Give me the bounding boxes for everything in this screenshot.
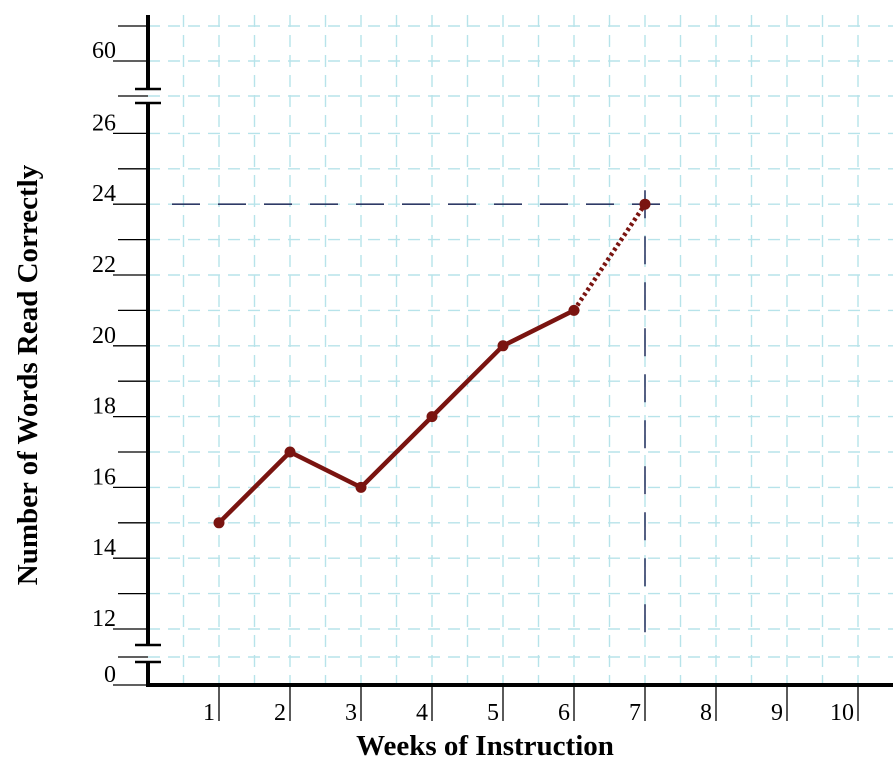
x-tick-label: 2 bbox=[274, 700, 286, 726]
data-point bbox=[427, 411, 438, 422]
x-tick-label: 3 bbox=[345, 700, 357, 726]
x-tick-label: 6 bbox=[558, 700, 570, 726]
x-tick-label: 1 bbox=[203, 700, 215, 726]
data-point bbox=[214, 517, 225, 528]
data-point bbox=[569, 305, 580, 316]
x-axis-title: Weeks of Instruction bbox=[356, 730, 614, 761]
y-tick-label: 16 bbox=[92, 464, 116, 490]
x-tick-label: 5 bbox=[487, 700, 499, 726]
x-tick-label: 10 bbox=[830, 700, 854, 726]
y-tick-label: 60 bbox=[92, 38, 116, 64]
data-point bbox=[640, 199, 651, 210]
data-point bbox=[285, 447, 296, 458]
x-tick-label: 7 bbox=[629, 700, 641, 726]
y-tick-label: 14 bbox=[92, 535, 116, 561]
y-tick-label: 22 bbox=[92, 252, 116, 278]
y-tick-label: 24 bbox=[92, 181, 116, 207]
y-axis-title: Number of Words Read Correctly bbox=[12, 164, 44, 585]
reference-lines bbox=[172, 190, 663, 645]
y-tick-label: 26 bbox=[92, 110, 116, 136]
grid bbox=[148, 15, 893, 685]
y-tick-label: 18 bbox=[92, 394, 116, 420]
y-tick-label: 0 bbox=[104, 662, 116, 688]
x-tick-label: 8 bbox=[700, 700, 712, 726]
x-tick-label: 4 bbox=[416, 700, 428, 726]
x-tick-label: 9 bbox=[771, 700, 783, 726]
y-tick-label: 12 bbox=[92, 606, 116, 632]
data-point bbox=[356, 482, 367, 493]
y-tick-label: 20 bbox=[92, 323, 116, 349]
data-point bbox=[498, 340, 509, 351]
